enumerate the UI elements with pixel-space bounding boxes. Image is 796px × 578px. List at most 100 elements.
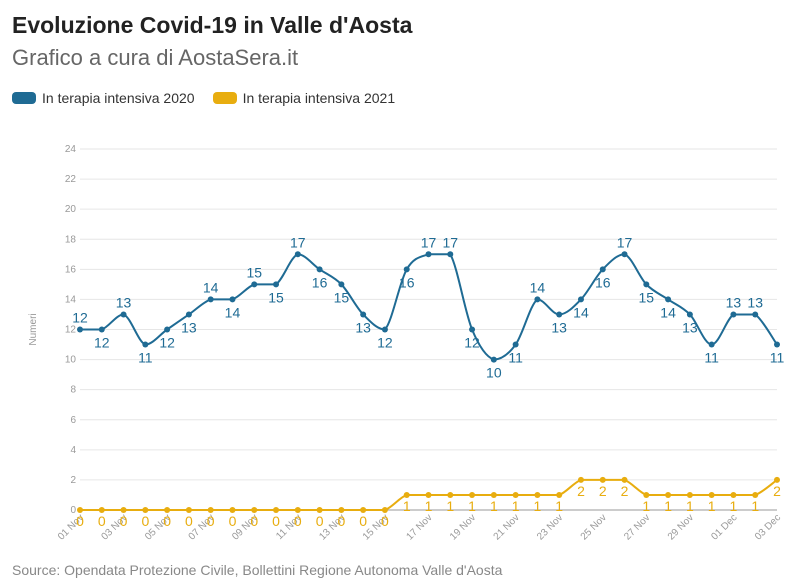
legend-label-2021: In terapia intensiva 2021 xyxy=(242,90,396,106)
y-axis-label: Numeri xyxy=(28,313,39,345)
data-label: 1 xyxy=(446,498,454,514)
data-point xyxy=(164,507,171,513)
y-tick-label: 22 xyxy=(65,174,77,185)
data-point xyxy=(512,491,519,498)
data-point xyxy=(360,507,367,513)
data-label: 15 xyxy=(334,289,350,305)
data-point xyxy=(229,296,236,303)
data-label: 13 xyxy=(355,319,371,335)
legend-item-2021[interactable]: In terapia intensiva 2021 xyxy=(212,90,396,106)
data-label: 0 xyxy=(185,513,193,529)
data-point xyxy=(381,326,388,333)
x-tick-label: 23 Nov xyxy=(535,512,565,542)
data-label: 12 xyxy=(464,335,480,351)
data-label: 1 xyxy=(751,498,759,514)
data-point xyxy=(534,296,541,303)
data-point xyxy=(621,476,628,483)
data-point xyxy=(665,491,672,498)
data-point xyxy=(556,491,563,498)
data-label: 0 xyxy=(141,513,149,529)
data-point xyxy=(686,311,693,318)
data-label: 14 xyxy=(660,304,676,320)
data-label: 14 xyxy=(225,304,241,320)
y-tick-label: 14 xyxy=(65,294,77,305)
y-tick-label: 24 xyxy=(65,144,77,155)
source-note: Source: Opendata Protezione Civile, Boll… xyxy=(12,562,503,578)
data-point xyxy=(599,266,606,273)
data-label: 2 xyxy=(577,483,585,499)
data-point xyxy=(665,296,672,303)
data-label: 11 xyxy=(508,350,523,366)
data-label: 1 xyxy=(490,498,498,514)
data-point xyxy=(621,251,628,258)
data-point xyxy=(338,281,345,288)
data-point xyxy=(142,341,149,348)
data-point xyxy=(643,491,650,498)
data-point xyxy=(251,507,258,513)
data-label: 15 xyxy=(639,289,655,305)
data-label: 17 xyxy=(617,234,633,250)
y-tick-label: 2 xyxy=(70,475,76,486)
data-point xyxy=(490,356,497,363)
data-point xyxy=(534,491,541,498)
data-label: 12 xyxy=(159,335,175,351)
data-label: 1 xyxy=(534,498,542,514)
data-label: 2 xyxy=(621,483,629,499)
data-point xyxy=(490,491,497,498)
data-label: 13 xyxy=(682,319,698,335)
y-tick-label: 0 xyxy=(70,505,76,516)
data-point xyxy=(207,507,214,513)
data-label: 0 xyxy=(359,513,367,529)
data-point xyxy=(577,476,584,483)
data-label: 13 xyxy=(726,294,742,310)
data-label: 1 xyxy=(512,498,520,514)
y-tick-label: 18 xyxy=(65,234,77,245)
data-point xyxy=(403,491,410,498)
data-label: 0 xyxy=(229,513,237,529)
data-label: 11 xyxy=(770,350,785,366)
data-point xyxy=(164,326,171,333)
y-tick-label: 6 xyxy=(70,415,76,426)
data-point xyxy=(207,296,214,303)
data-point xyxy=(556,311,563,318)
data-point xyxy=(425,251,432,258)
data-point xyxy=(185,311,192,318)
data-label: 14 xyxy=(530,279,546,295)
data-label: 15 xyxy=(268,289,284,305)
y-tick-label: 4 xyxy=(70,445,76,456)
data-point xyxy=(294,251,301,258)
data-label: 16 xyxy=(595,274,611,290)
data-point xyxy=(273,281,280,288)
data-point xyxy=(599,476,606,483)
data-point xyxy=(142,507,149,513)
data-label: 1 xyxy=(708,498,716,514)
data-point xyxy=(752,311,759,318)
data-point xyxy=(120,311,127,318)
data-point xyxy=(469,491,476,498)
legend: In terapia intensiva 2020 In terapia int… xyxy=(12,90,395,106)
data-point xyxy=(77,326,83,333)
data-label: 14 xyxy=(573,304,589,320)
data-label: 2 xyxy=(773,483,781,499)
data-label: 0 xyxy=(163,513,171,529)
data-label: 15 xyxy=(246,264,262,280)
data-point xyxy=(469,326,476,333)
data-label: 0 xyxy=(98,513,106,529)
x-tick-label: 27 Nov xyxy=(622,512,652,542)
data-point xyxy=(360,311,367,318)
legend-label-2020: In terapia intensiva 2020 xyxy=(42,90,195,106)
y-tick-label: 16 xyxy=(65,264,77,275)
data-label: 1 xyxy=(686,498,694,514)
x-tick-label: 17 Nov xyxy=(404,512,434,542)
x-tick-label: 25 Nov xyxy=(579,512,609,542)
data-label: 1 xyxy=(425,498,433,514)
data-point xyxy=(425,491,432,498)
x-tick-label: 01 Dec xyxy=(709,512,739,542)
data-point xyxy=(774,476,780,483)
data-point xyxy=(730,491,737,498)
data-point xyxy=(229,507,236,513)
data-label: 1 xyxy=(555,498,563,514)
data-point xyxy=(338,507,345,513)
legend-item-2020[interactable]: In terapia intensiva 2020 xyxy=(12,90,195,106)
data-label: 12 xyxy=(377,335,393,351)
